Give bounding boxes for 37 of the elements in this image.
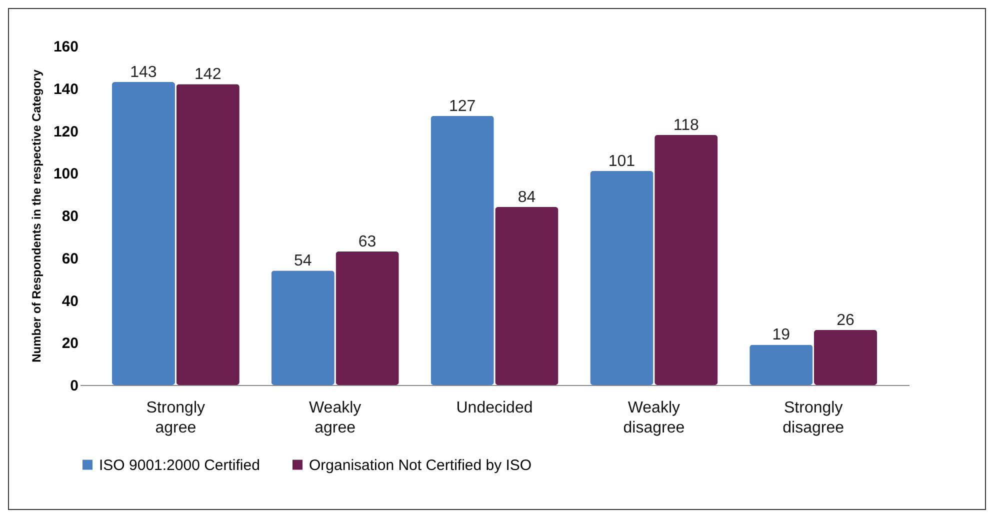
legend-label: ISO 9001:2000 Certified [99,456,260,474]
data-label: 26 [836,312,855,329]
y-tick-label: 160 [53,38,78,56]
data-label: 143 [130,64,157,82]
y-tick-label: 20 [62,335,78,352]
y-tick-label: 60 [62,250,78,268]
bar [590,171,654,385]
data-label: 19 [772,326,790,344]
data-label: 101 [608,153,636,170]
x-tick-label: Strongly disagree [782,400,844,436]
x-tick-label: Weakly disagree [623,400,685,436]
x-tick-label: Undecided [456,400,533,416]
data-label: 54 [294,252,312,270]
x-tick-label: Weakly agree [308,400,362,436]
y-tick-label: 40 [62,292,78,310]
data-label: 142 [194,66,222,84]
x-tick-label: Strongly agree [146,400,206,436]
bar [495,207,558,385]
y-tick-label: 0 [70,378,78,394]
legend-label: Organisation Not Certified by ISO [309,456,532,474]
bar [814,330,878,385]
bar [112,82,176,385]
y-tick-label: 100 [53,166,78,183]
y-axis-title: Number of Respondents in the respective Category [29,69,44,362]
bar [271,270,334,385]
data-label: 118 [673,116,699,134]
bar [430,116,494,385]
data-label: 127 [448,98,476,115]
y-tick-label: 140 [53,80,78,98]
data-label: 63 [358,234,376,251]
bar [336,252,399,385]
bar [176,84,240,385]
y-tick-label: 80 [62,208,78,225]
bar [654,134,718,385]
y-tick-label: 120 [53,123,78,140]
bar [750,344,813,385]
data-label: 84 [518,189,536,206]
